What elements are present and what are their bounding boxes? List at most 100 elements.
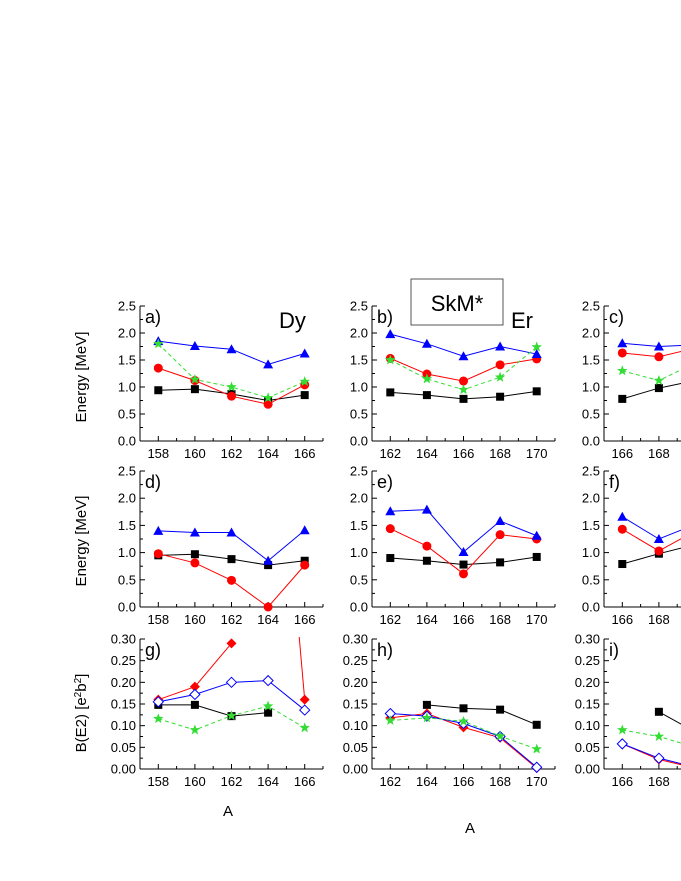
- xtick-label-c: 166: [611, 446, 633, 461]
- point-c-green-166: [617, 365, 628, 376]
- panel-label-b: b): [377, 307, 393, 327]
- panel-c: 0.00.51.01.52.02.5166168170c): [582, 299, 681, 461]
- xtick-label-b: 164: [416, 446, 438, 461]
- point-f-blue-166: [617, 511, 628, 521]
- point-h-black-164: [422, 700, 431, 709]
- point-a-red-158: [153, 363, 163, 373]
- ytick-label-f: 0.5: [582, 572, 600, 587]
- ytick-label-a: 0.0: [118, 434, 136, 449]
- series-line-i-blue: [622, 743, 681, 765]
- xlabel-mid: A: [465, 820, 475, 837]
- point-h-green-166: [458, 715, 469, 726]
- point-i-blue-166: [616, 738, 629, 750]
- ytick-label-h: 0.20: [343, 675, 368, 690]
- point-g-green-162: [226, 710, 237, 721]
- nucleus-label-b: Er: [511, 308, 533, 333]
- ytick-label-a: 2.5: [118, 299, 136, 314]
- ytick-label-a: 2.0: [118, 326, 136, 341]
- skm-label: SkM*: [431, 291, 484, 316]
- ytick-label-d: 1.0: [118, 545, 136, 560]
- point-h-blue-170: [530, 761, 543, 773]
- xtick-label-d: 164: [257, 612, 279, 627]
- ytick-label-b: 1.0: [350, 380, 368, 395]
- point-e-black-162: [386, 554, 395, 563]
- point-b-black-166: [459, 394, 468, 403]
- point-b-blue-166: [458, 351, 469, 361]
- xtick-label-b: 162: [379, 446, 401, 461]
- point-a-green-166: [299, 376, 310, 387]
- xtick-label-i: 166: [611, 774, 633, 789]
- ytick-label-g: 0.05: [111, 740, 136, 755]
- point-a-red-164: [263, 399, 273, 409]
- ytick-label-e: 0.0: [350, 600, 368, 615]
- xtick-label-g: 158: [147, 774, 169, 789]
- ytick-label-h: 0.00: [343, 762, 368, 777]
- point-f-red-166: [617, 524, 627, 534]
- panel-label-c: c): [609, 307, 624, 327]
- point-d-blue-158: [153, 525, 164, 535]
- ytick-label-g: 0.30: [111, 632, 136, 647]
- series-line-g-black: [158, 704, 269, 717]
- point-d-red-166: [300, 560, 310, 570]
- ytick-label-i: 0.10: [575, 718, 600, 733]
- ytick-label-c: 1.5: [582, 353, 600, 368]
- xtick-label-d: 166: [294, 612, 316, 627]
- point-e-blue-162: [385, 506, 396, 516]
- ytick-label-d: 0.5: [118, 572, 136, 587]
- point-i-blue-168: [653, 752, 665, 764]
- ytick-label-e: 1.0: [350, 545, 368, 560]
- point-f-black-166: [618, 560, 627, 569]
- panel-label-a: a): [145, 307, 161, 327]
- panel-b: 0.0 0.5 1.0 1.5 2.0 2.5 162 164 166 168 170 b) Er: [350, 299, 556, 461]
- nucleus-label-a: Dy: [279, 308, 306, 333]
- point-e-black-168: [496, 558, 505, 567]
- ytick-label-b: 1.5: [350, 353, 368, 368]
- ytick-label-f: 2.5: [582, 464, 600, 479]
- series-line-c-red: [622, 351, 681, 358]
- ytick-label-c: 1.0: [582, 380, 600, 395]
- ytick-label-h: 0.05: [343, 740, 368, 755]
- point-a-green-158: [153, 338, 164, 349]
- point-b-blue-162: [385, 329, 396, 339]
- ylabel-be2: B(E2) [e2b2]: [73, 674, 91, 753]
- point-i-black-168: [654, 707, 663, 716]
- point-e-red-162: [385, 524, 395, 534]
- xtick-label-c: 168: [648, 446, 670, 461]
- point-g-green-158: [153, 713, 164, 724]
- point-b-blue-164: [421, 338, 432, 348]
- point-h-black-166: [459, 704, 468, 713]
- point-a-red-162: [227, 391, 236, 401]
- ytick-label-d: 1.5: [118, 518, 136, 533]
- point-d-black-164: [264, 561, 273, 570]
- point-e-blue-166: [458, 547, 469, 557]
- panel-d: 0.0 0.5 1.0 1.5 2.0 2.5 158 160 162 164 166 d): [118, 464, 324, 627]
- ytick-label-i: 0.05: [575, 740, 600, 755]
- point-d-red-160: [190, 558, 200, 568]
- ytick-label-i: 0.20: [575, 675, 600, 690]
- point-e-black-164: [422, 556, 431, 565]
- point-h-black-168: [496, 705, 505, 714]
- panel-label-d: d): [145, 472, 161, 492]
- point-c-red-166: [617, 348, 627, 358]
- point-b-blue-168: [495, 341, 506, 351]
- ytick-label-g: 0.10: [111, 718, 136, 733]
- point-d-blue-164: [263, 555, 274, 565]
- ytick-label-c: 0.5: [582, 407, 600, 422]
- ytick-label-c: 2.5: [582, 299, 600, 314]
- ytick-label-i: 0.30: [575, 632, 600, 647]
- point-g-blue-166: [298, 704, 311, 716]
- point-g-green-164: [262, 700, 274, 711]
- point-a-blue-164: [263, 359, 274, 369]
- point-d-red-158: [153, 549, 163, 559]
- ytick-label-d: 2.5: [118, 464, 136, 479]
- xtick-label-h: 170: [526, 774, 548, 789]
- point-g-green-166: [299, 722, 310, 733]
- point-b-green-166: [458, 384, 469, 395]
- panel-f: 0.00.51.01.52.02.5166168170f): [582, 464, 681, 627]
- series-line-c-green: [622, 369, 681, 382]
- ytick-label-f: 1.5: [582, 518, 600, 533]
- point-e-black-166: [459, 560, 468, 569]
- series-line-c-black: [622, 383, 681, 400]
- point-h-green-170: [531, 743, 542, 754]
